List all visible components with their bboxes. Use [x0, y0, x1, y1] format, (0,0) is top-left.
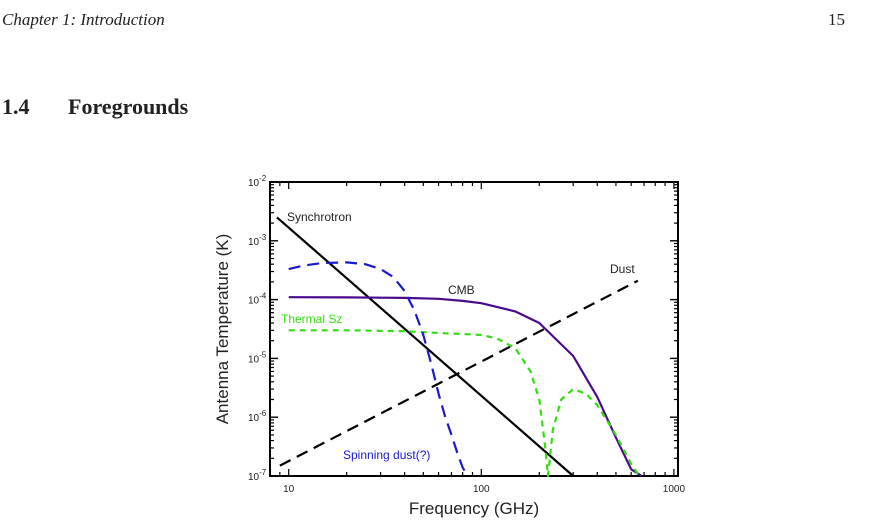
legend-label-spinning-dust: Spinning dust(?) — [343, 448, 430, 462]
series-cmb — [288, 296, 643, 477]
section-title: Foregrounds — [68, 94, 189, 119]
x-tick-label: 100 — [473, 484, 490, 495]
y-tick-label: 10-3 — [248, 233, 267, 248]
y-tick-label: 10-6 — [248, 409, 267, 424]
legend-label-synchrotron: Synchrotron — [287, 210, 352, 224]
y-tick-label: 10-4 — [248, 292, 267, 307]
chapter-title: Chapter 1: Introduction — [2, 10, 165, 29]
y-axis-label: Antenna Temperature (K) — [213, 234, 232, 425]
y-tick-label: 10-2 — [248, 174, 267, 189]
running-header: Chapter 1: Introduction 15 — [0, 10, 845, 34]
plot-frame — [269, 181, 679, 477]
series-thermal-sz — [288, 329, 641, 478]
legend-label-dust: Dust — [610, 262, 635, 276]
series-dust — [279, 279, 639, 467]
y-tick-label: 10-7 — [248, 468, 267, 483]
legend-label-thermal-sz: Thermal Sz — [281, 312, 342, 326]
section-number: 1.4 — [2, 94, 30, 119]
x-tick-label: 1000 — [663, 484, 686, 495]
page-number: 15 — [828, 10, 845, 29]
series-synchrotron — [276, 216, 574, 477]
x-tick-label: 10 — [283, 484, 295, 495]
section-heading: 1.4 Foregrounds — [2, 94, 188, 120]
x-axis-label: Frequency (GHz) — [409, 499, 539, 518]
series-spinning-dust — [288, 261, 469, 477]
legend-label-cmb: CMB — [448, 283, 475, 297]
y-tick-label: 10-5 — [248, 350, 267, 365]
